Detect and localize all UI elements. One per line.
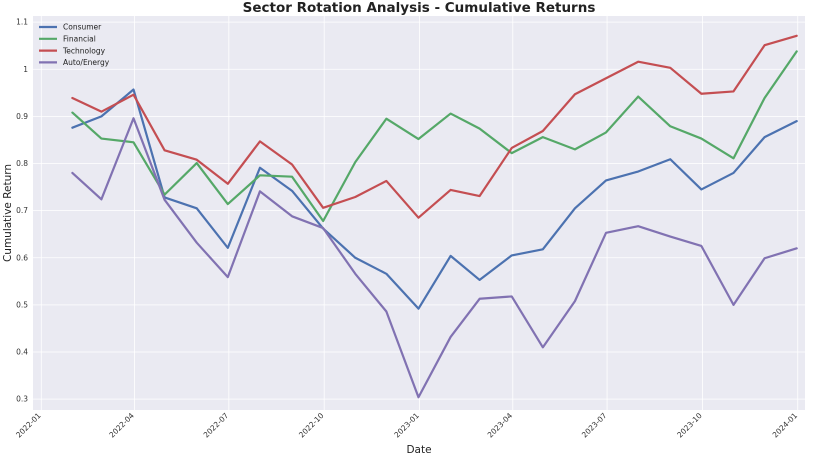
y-axis-ticks: 0.3 0.4 0.5 0.6 0.7 0.8 0.9 1 1.1 bbox=[16, 18, 28, 404]
y-tick-label: 1.1 bbox=[16, 18, 28, 27]
series-line-auto-energy bbox=[71, 117, 798, 399]
x-axis-ticks: 2022-01 2022-04 2022-07 2022-10 2023-01 2023-… bbox=[14, 411, 799, 440]
x-tick-label: 2023-01 bbox=[392, 411, 421, 440]
legend: Consumer Financial Technology Auto/Energy bbox=[39, 23, 110, 67]
legend-entry: Auto/Energy bbox=[63, 58, 110, 67]
legend-entry: Technology bbox=[62, 46, 106, 55]
series-line-consumer bbox=[71, 88, 798, 310]
chart-title: Sector Rotation Analysis - Cumulative Re… bbox=[243, 0, 596, 16]
y-tick-label: 0.8 bbox=[16, 159, 28, 168]
plot-area bbox=[33, 16, 805, 410]
y-tick-label: 0.6 bbox=[16, 253, 28, 262]
legend-entry: Financial bbox=[63, 35, 96, 44]
y-tick-label: 0.3 bbox=[16, 395, 28, 404]
y-tick-label: 1 bbox=[23, 65, 28, 74]
x-tick-label: 2022-07 bbox=[202, 411, 231, 440]
x-tick-label: 2022-01 bbox=[14, 411, 43, 440]
series-line-financial bbox=[71, 50, 798, 223]
y-tick-label: 0.7 bbox=[16, 206, 28, 215]
x-tick-label: 2023-10 bbox=[675, 411, 704, 440]
x-axis-label: Date bbox=[406, 444, 431, 456]
series-line-technology bbox=[71, 34, 798, 219]
x-tick-label: 2022-10 bbox=[297, 411, 326, 440]
x-tick-label: 2024-01 bbox=[771, 411, 800, 440]
legend-entry: Consumer bbox=[63, 23, 102, 32]
x-tick-label: 2023-04 bbox=[486, 411, 515, 440]
y-axis-label: Cumulative Return bbox=[2, 164, 14, 262]
y-tick-label: 0.9 bbox=[16, 112, 28, 121]
y-tick-label: 0.5 bbox=[16, 300, 28, 309]
y-tick-label: 0.4 bbox=[16, 348, 28, 357]
grid bbox=[33, 16, 805, 410]
x-tick-label: 2022-04 bbox=[107, 411, 136, 440]
x-tick-label: 2023-07 bbox=[580, 411, 609, 440]
series-layer bbox=[71, 34, 798, 399]
